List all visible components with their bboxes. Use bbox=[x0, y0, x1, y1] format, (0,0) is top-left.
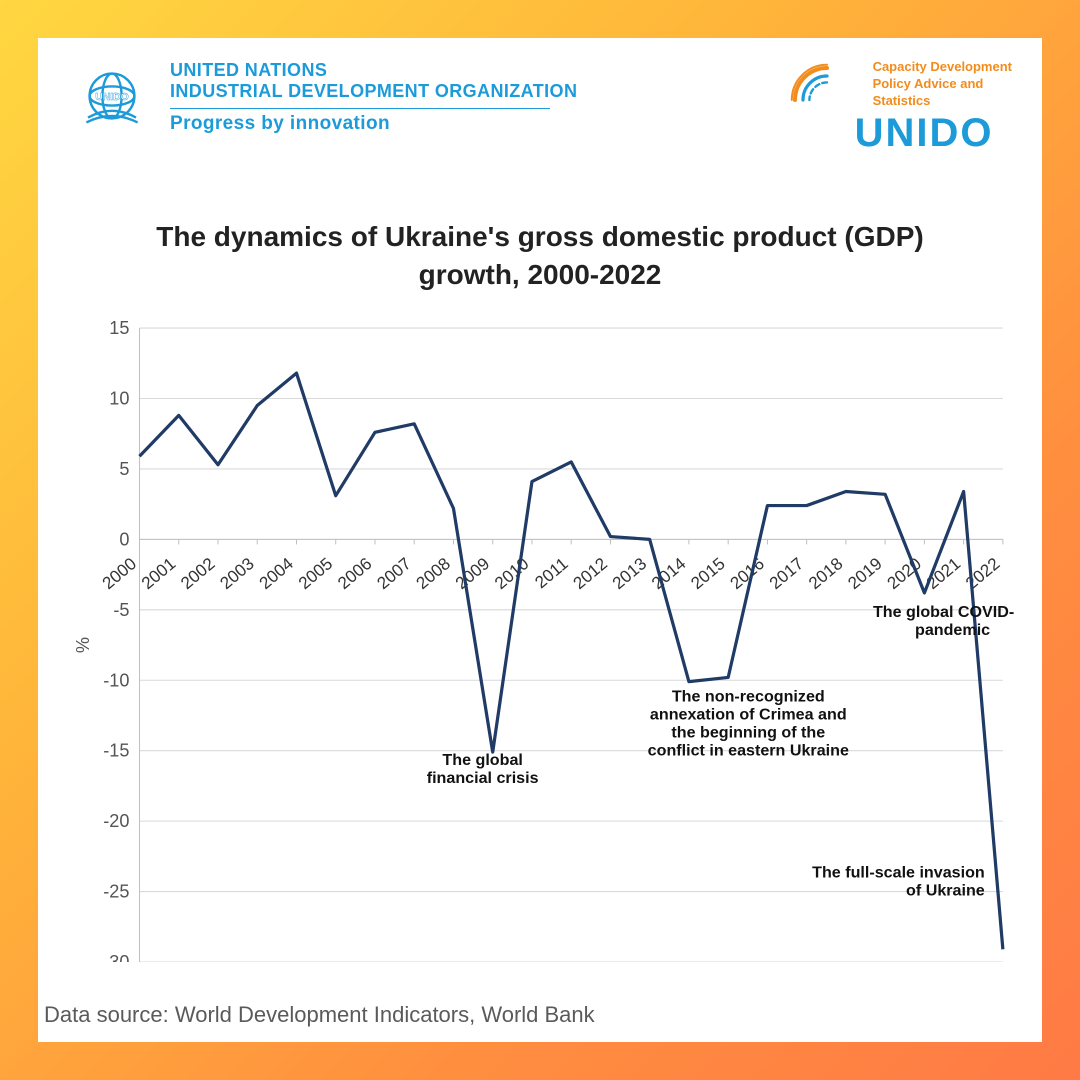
svg-text:-25: -25 bbox=[103, 882, 129, 902]
org-tagline: Progress by innovation bbox=[170, 113, 577, 135]
unido-logo-left: UNIDO UNITED NATIONS INDUSTRIAL DEVELOPM… bbox=[68, 60, 577, 140]
svg-text:2008: 2008 bbox=[413, 554, 454, 593]
svg-text:of Ukraine: of Ukraine bbox=[906, 882, 985, 900]
content-panel: UNIDO UNITED NATIONS INDUSTRIAL DEVELOPM… bbox=[38, 38, 1042, 1042]
svg-text:-30: -30 bbox=[103, 952, 129, 962]
svg-text:-20: -20 bbox=[103, 811, 129, 831]
unido-logo-right: Capacity Development Policy Advice and S… bbox=[787, 60, 1012, 153]
divider bbox=[170, 108, 550, 109]
svg-text:2002: 2002 bbox=[177, 554, 218, 593]
unido-left-text: UNITED NATIONS INDUSTRIAL DEVELOPMENT OR… bbox=[170, 60, 577, 135]
svg-text:The global COVID-19: The global COVID-19 bbox=[873, 603, 1014, 621]
right-caption-1: Capacity Development bbox=[873, 60, 1012, 75]
svg-text:%: % bbox=[73, 637, 93, 653]
svg-text:the beginning of the: the beginning of the bbox=[671, 724, 825, 742]
line-chart: -30 -25 -20 -15 -10 -5 0 5 10 15% 2000200120022003… bbox=[66, 318, 1014, 962]
org-line2: INDUSTRIAL DEVELOPMENT ORGANIZATION bbox=[170, 81, 577, 102]
svg-text:0: 0 bbox=[119, 529, 129, 549]
svg-text:-5: -5 bbox=[113, 600, 129, 620]
svg-text:2006: 2006 bbox=[334, 554, 375, 593]
svg-text:15: 15 bbox=[109, 318, 129, 338]
svg-text:-10: -10 bbox=[103, 670, 129, 690]
un-emblem-icon: UNIDO bbox=[68, 60, 156, 140]
gradient-frame: UNIDO UNITED NATIONS INDUSTRIAL DEVELOPM… bbox=[0, 0, 1080, 1080]
right-caption-3: Statistics bbox=[873, 94, 931, 109]
svg-text:2007: 2007 bbox=[373, 554, 414, 593]
svg-text:2011: 2011 bbox=[531, 554, 571, 592]
data-source: Data source: World Development Indicator… bbox=[38, 1002, 595, 1028]
svg-text:conflict in eastern Ukraine: conflict in eastern Ukraine bbox=[648, 742, 849, 760]
chart-title: The dynamics of Ukraine's gross domestic… bbox=[38, 218, 1042, 294]
svg-text:The full-scale invasion: The full-scale invasion bbox=[812, 863, 985, 881]
svg-text:annexation of Crimea and: annexation of Crimea and bbox=[650, 705, 847, 723]
org-line1: UNITED NATIONS bbox=[170, 60, 577, 81]
chart-area: -30 -25 -20 -15 -10 -5 0 5 10 15% 2000200120022003… bbox=[66, 318, 1014, 962]
svg-text:2018: 2018 bbox=[805, 554, 846, 593]
header: UNIDO UNITED NATIONS INDUSTRIAL DEVELOPM… bbox=[68, 60, 1012, 153]
svg-text:2017: 2017 bbox=[766, 554, 807, 593]
right-wordmark: UNIDO bbox=[855, 113, 994, 153]
arcs-icon bbox=[787, 60, 867, 140]
svg-text:2019: 2019 bbox=[844, 554, 885, 593]
svg-text:financial crisis: financial crisis bbox=[427, 769, 539, 787]
svg-text:2021: 2021 bbox=[923, 554, 964, 593]
svg-text:2004: 2004 bbox=[256, 554, 297, 593]
svg-text:2000: 2000 bbox=[99, 554, 140, 593]
svg-text:2003: 2003 bbox=[216, 554, 257, 593]
svg-text:2005: 2005 bbox=[295, 554, 336, 593]
svg-text:2015: 2015 bbox=[687, 554, 728, 593]
svg-text:The non-recognized: The non-recognized bbox=[672, 687, 825, 705]
svg-text:The global: The global bbox=[442, 751, 522, 769]
svg-text:2001: 2001 bbox=[138, 554, 179, 593]
svg-text:2010: 2010 bbox=[491, 554, 532, 593]
svg-text:2009: 2009 bbox=[452, 554, 493, 593]
svg-text:pandemic: pandemic bbox=[915, 621, 990, 639]
svg-text:2012: 2012 bbox=[570, 554, 611, 593]
svg-text:2020: 2020 bbox=[884, 554, 925, 593]
svg-text:-15: -15 bbox=[103, 741, 129, 761]
svg-text:5: 5 bbox=[119, 459, 129, 479]
emblem-label: UNIDO bbox=[95, 92, 128, 103]
svg-text:10: 10 bbox=[109, 389, 129, 409]
svg-text:2013: 2013 bbox=[609, 554, 650, 593]
right-caption-2: Policy Advice and bbox=[873, 77, 984, 92]
